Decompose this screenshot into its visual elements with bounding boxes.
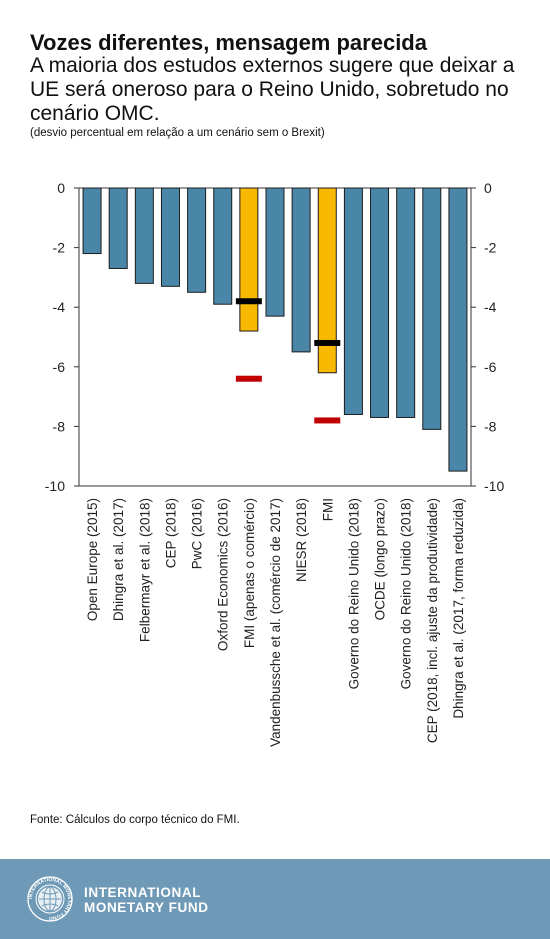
- bar: [213, 187, 233, 305]
- source-note: Fonte: Cálculos do corpo técnico do FMI.: [30, 814, 240, 826]
- y-tick-label-right: -8: [484, 418, 497, 434]
- y-tick-label-left: -2: [53, 240, 66, 256]
- x-tick-label: Governo do Reino Unido (2018): [399, 498, 414, 689]
- x-tick-label: Oxford Economics (2016): [216, 498, 231, 651]
- black-marker: [314, 339, 341, 346]
- x-tick-label: OCDE (longo prazo): [373, 498, 388, 620]
- x-tick-label: CEP (2018): [163, 498, 178, 568]
- footer-bar: INTERNATIONAL MONETARY FUND INTERNATIONA…: [0, 859, 550, 939]
- bar: [187, 187, 207, 293]
- y-tick-label-left: -8: [53, 418, 66, 434]
- x-tick-label: Vandenbussche et al. (comércio de 2017): [268, 498, 283, 747]
- bar: [343, 187, 363, 415]
- bar: [291, 187, 311, 353]
- bar: [448, 187, 468, 472]
- imf-seal-icon: INTERNATIONAL MONETARY FUND: [27, 876, 73, 922]
- bar: [82, 187, 102, 255]
- units-note: (desvio percentual em relação a um cenár…: [30, 127, 325, 139]
- logo-line-1: INTERNATIONAL: [84, 885, 202, 900]
- bar: [370, 187, 390, 418]
- logo-line-2: MONETARY FUND: [84, 900, 209, 915]
- chart-subtitle: A maioria dos estudos externos sugere qu…: [30, 54, 515, 125]
- x-tick-label: Dhingra et al. (2017): [111, 498, 126, 621]
- black-marker: [235, 298, 262, 305]
- y-tick-label-right: -10: [484, 478, 504, 494]
- x-tick-label: Open Europe (2015): [85, 498, 100, 621]
- x-tick-label: Felbermayr et al. (2018): [137, 498, 152, 642]
- y-tick-label-right: -2: [484, 240, 497, 256]
- bar: [265, 187, 285, 317]
- y-tick-label-right: 0: [484, 180, 492, 196]
- y-tick-label-right: -6: [484, 359, 497, 375]
- chart-title: Vozes diferentes, mensagem parecida: [30, 30, 427, 55]
- bar: [108, 187, 128, 269]
- y-tick-label-left: -10: [45, 478, 65, 494]
- x-tick-label: FMI: [320, 498, 335, 521]
- x-tick-label: FMI (apenas o comércio): [242, 498, 257, 648]
- bar: [134, 187, 154, 284]
- y-tick-label-left: 0: [57, 180, 65, 196]
- bar: [317, 187, 337, 374]
- bar: [160, 187, 180, 287]
- bar: [422, 187, 442, 430]
- x-tick-label: Governo do Reino Unido (2018): [346, 498, 361, 689]
- x-tick-label: NIESR (2018): [294, 498, 309, 582]
- bar: [396, 187, 416, 418]
- x-tick-label: CEP (2018, incl. ajuste da produtividade…: [425, 498, 440, 743]
- y-tick-label-left: -4: [53, 299, 66, 315]
- imf-logo-text: INTERNATIONAL MONETARY FUND: [84, 885, 209, 915]
- x-tick-label: Dhingra et al. (2017, forma reduzida): [451, 498, 466, 719]
- bar: [239, 187, 259, 332]
- red-marker: [235, 375, 262, 382]
- bar-chart: 0 0 -2 -2 -4 -4 -6 -6 -8 -8 -10 -10 Open Europe (201…: [45, 180, 505, 747]
- red-marker: [314, 417, 341, 424]
- y-tick-label-right: -4: [484, 299, 497, 315]
- y-tick-label-left: -6: [53, 359, 66, 375]
- x-tick-label: PwC (2016): [190, 498, 205, 569]
